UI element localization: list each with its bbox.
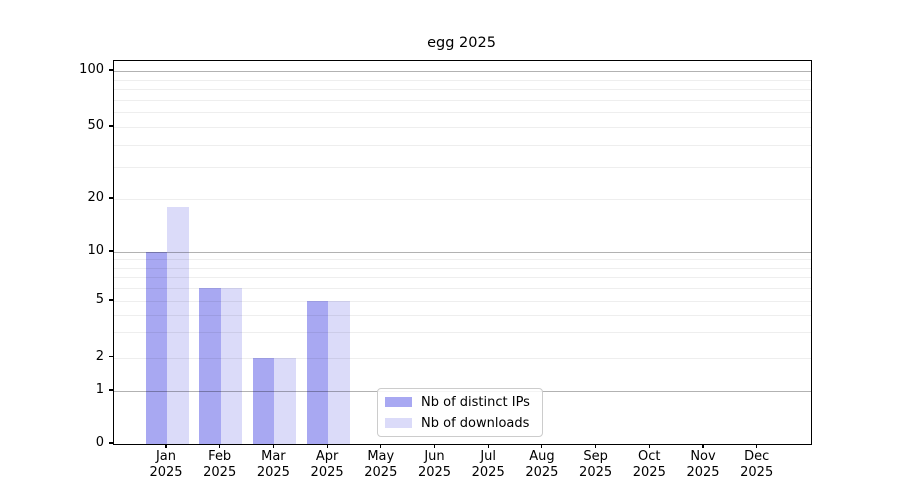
x-tick-mark [756, 444, 758, 449]
legend-label-downloads: Nb of downloads [421, 415, 530, 431]
x-tick-label-jul: Jul 2025 [471, 449, 505, 480]
x-tick-mark [326, 444, 328, 449]
bar-feb-downloads [220, 288, 243, 444]
y-tick-label-1: 1 [95, 382, 104, 397]
y-tick-mark [108, 250, 113, 252]
x-tick-label-aug: Aug 2025 [525, 449, 559, 480]
x-tick-mark [487, 444, 489, 449]
x-tick-label-dec: Dec 2025 [740, 449, 774, 480]
chart-title: egg 2025 [427, 35, 496, 51]
x-tick-mark [595, 444, 597, 449]
bar-apr-ips [306, 301, 329, 444]
y-tick-mark [108, 299, 113, 301]
y-tick-label-2: 2 [95, 348, 104, 364]
x-tick-mark [219, 444, 221, 449]
x-tick-mark [272, 444, 274, 449]
y-tick-mark [108, 442, 113, 444]
y-tick-label-5: 5 [95, 292, 104, 307]
legend: Nb of distinct IPs Nb of downloads [377, 388, 543, 437]
y-tick-label-10: 10 [87, 243, 104, 258]
legend-label-distinct-ips: Nb of distinct IPs [421, 394, 530, 410]
x-tick-label-jan: Jan 2025 [149, 449, 183, 480]
x-tick-mark [433, 444, 436, 449]
bar-mar-ips [252, 357, 275, 444]
x-tick-label-jun: Jun 2025 [417, 449, 452, 480]
x-tick-mark [541, 444, 543, 449]
x-tick-label-feb: Feb 2025 [203, 449, 237, 480]
x-tick-mark [702, 444, 704, 449]
y-tick-mark [108, 355, 113, 358]
y-tick-label-0: 0 [95, 435, 104, 450]
bar-mar-downloads [274, 357, 296, 444]
legend-swatch-distinct-ips [385, 397, 412, 407]
bars-layer [114, 61, 811, 444]
y-tick-label-20: 20 [87, 190, 104, 205]
y-tick-mark [108, 197, 113, 199]
bar-jan-downloads [167, 207, 189, 444]
x-tick-mark [648, 444, 650, 449]
x-tick-label-sep: Sep 2025 [579, 449, 613, 480]
y-tick-label-50: 50 [87, 118, 104, 133]
x-tick-mark [165, 444, 167, 449]
y-tick-label-100: 100 [79, 62, 104, 77]
y-tick-mark [108, 389, 113, 391]
y-tick-mark [108, 69, 113, 71]
x-tick-label-may: May 2025 [364, 449, 398, 480]
legend-item-distinct-ips: Nb of distinct IPs [385, 393, 535, 411]
x-tick-label-nov: Nov 2025 [686, 449, 720, 480]
bar-jan-ips [145, 252, 167, 444]
x-tick-label-mar: Mar 2025 [256, 449, 290, 480]
legend-swatch-downloads [385, 418, 412, 428]
x-tick-label-apr: Apr 2025 [310, 449, 344, 480]
y-tick-mark [108, 125, 113, 127]
bar-apr-downloads [328, 301, 350, 444]
x-tick-mark [380, 444, 382, 449]
bar-feb-ips [199, 288, 221, 444]
legend-item-downloads: Nb of downloads [385, 414, 535, 432]
x-tick-label-oct: Oct 2025 [632, 449, 666, 480]
